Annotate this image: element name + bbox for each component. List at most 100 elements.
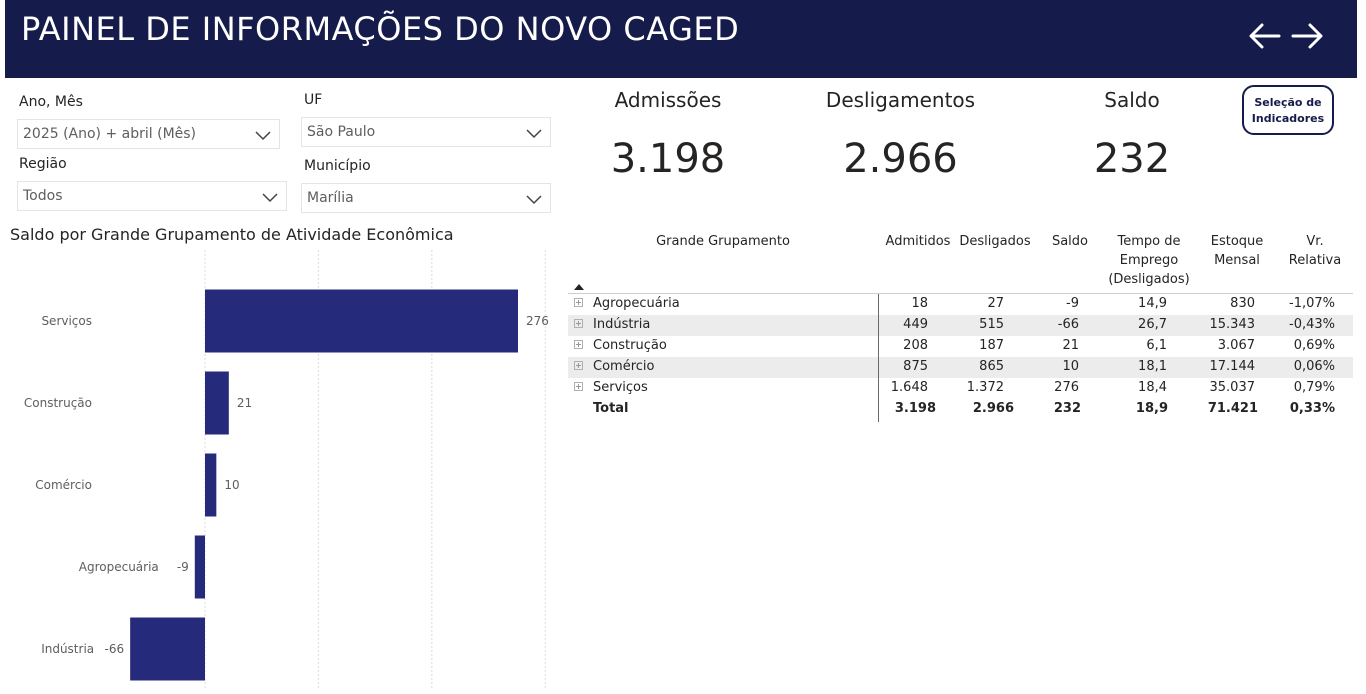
- data-label: -66: [105, 642, 125, 656]
- selecao-indicadores-button[interactable]: Seleção de Indicadores: [1242, 85, 1334, 135]
- kpi-desligamentos-value: 2.966: [843, 136, 958, 182]
- cell-saldo: -66: [1057, 317, 1079, 332]
- col-header-estoque[interactable]: Estoque Mensal: [1198, 232, 1276, 270]
- cell-vr: 0,69%: [1293, 338, 1335, 353]
- page-title: PAINEL DE INFORMAÇÕES DO NOVO CAGED: [21, 10, 740, 48]
- cell-grupamento: Serviços: [593, 380, 648, 395]
- cell-vr: -1,07%: [1289, 296, 1335, 311]
- table-divider: [878, 294, 879, 422]
- expand-icon[interactable]: [574, 361, 583, 370]
- cell-desligados: 1.372: [966, 380, 1004, 395]
- bar-agropecuária[interactable]: [194, 535, 205, 599]
- cell-tempo: 6,1: [1146, 338, 1167, 353]
- cell-saldo: 276: [1054, 380, 1079, 395]
- filter-uf-dropdown[interactable]: São Paulo: [301, 117, 551, 147]
- col-header-vr-relativa[interactable]: Vr. Relativa: [1280, 232, 1350, 270]
- chevron-down-icon: [255, 131, 271, 141]
- category-label: Comércio: [35, 478, 92, 492]
- kpi-desligamentos-label: Desligamentos: [825, 88, 976, 112]
- col-header-tempo[interactable]: Tempo de Emprego (Desligados): [1104, 232, 1194, 289]
- filter-regiao-value: Todos: [23, 188, 63, 204]
- cell-estoque: 35.037: [1209, 380, 1256, 395]
- kpi-admissoes-value: 3.198: [610, 136, 726, 182]
- cell-estoque: 71.421: [1207, 401, 1258, 416]
- cell-grupamento: Comércio: [593, 359, 655, 374]
- bar-construção[interactable]: [205, 371, 229, 435]
- col-header-tempo-line2: Emprego: [1119, 253, 1179, 268]
- cell-admitidos: 208: [903, 338, 928, 353]
- grupamento-table: Grande Grupamento Admitidos Desligados S…: [568, 228, 1353, 422]
- chart-title: Saldo por Grande Grupamento de Atividade…: [10, 225, 454, 244]
- table-row[interactable]: Indústria 449 515 -66 26,7 15.343 -0,43%: [568, 315, 1353, 336]
- cell-grupamento: Indústria: [593, 317, 651, 332]
- arrow-left-icon[interactable]: [1245, 16, 1285, 56]
- table-row[interactable]: Agropecuária 18 27 -9 14,9 830 -1,07%: [568, 294, 1353, 315]
- cell-estoque: 830: [1230, 296, 1255, 311]
- category-label: Construção: [24, 396, 92, 410]
- cell-grupamento: Total: [593, 401, 629, 416]
- cell-estoque: 15.343: [1209, 317, 1256, 332]
- col-header-grupamento[interactable]: Grande Grupamento: [656, 234, 790, 249]
- cell-admitidos: 18: [911, 296, 928, 311]
- cell-grupamento: Agropecuária: [593, 296, 680, 311]
- filter-municipio-dropdown[interactable]: Marília: [301, 183, 551, 213]
- filter-regiao-label: Região: [19, 156, 67, 172]
- data-label: 10: [224, 478, 239, 492]
- table-row[interactable]: Serviços 1.648 1.372 276 18,4 35.037 0,7…: [568, 378, 1353, 399]
- category-label: Indústria: [41, 642, 94, 656]
- selecao-button-line1: Seleção de: [1254, 96, 1322, 109]
- cell-admitidos: 875: [903, 359, 928, 374]
- expand-icon[interactable]: [574, 319, 583, 328]
- filter-ano-mes-value: 2025 (Ano) + abril (Mês): [23, 126, 197, 142]
- expand-icon[interactable]: [574, 382, 583, 391]
- chevron-down-icon: [526, 195, 542, 205]
- col-header-desligados[interactable]: Desligados: [959, 234, 1031, 249]
- col-header-saldo[interactable]: Saldo: [1051, 234, 1089, 249]
- bar-serviços[interactable]: [205, 289, 518, 353]
- chevron-down-icon: [262, 193, 278, 203]
- cell-estoque: 17.144: [1209, 359, 1256, 374]
- filter-regiao-dropdown[interactable]: Todos: [17, 181, 287, 211]
- bar-indústria[interactable]: [130, 617, 205, 681]
- cell-tempo: 14,9: [1138, 296, 1167, 311]
- category-label: Agropecuária: [79, 560, 159, 574]
- chevron-down-icon: [526, 129, 542, 139]
- cell-desligados: 187: [979, 338, 1004, 353]
- table-total-row: Total 3.198 2.966 232 18,9 71.421 0,33%: [568, 399, 1353, 420]
- sort-ascending-icon[interactable]: [574, 284, 584, 290]
- table-row[interactable]: Comércio 875 865 10 18,1 17.144 0,06%: [568, 357, 1353, 378]
- cell-saldo: 232: [1053, 401, 1081, 416]
- cell-tempo: 26,7: [1138, 317, 1167, 332]
- arrow-right-icon[interactable]: [1287, 16, 1327, 56]
- cell-tempo: 18,4: [1138, 380, 1167, 395]
- cell-admitidos: 1.648: [890, 380, 928, 395]
- cell-desligados: 865: [979, 359, 1004, 374]
- data-label: 21: [237, 396, 252, 410]
- header-bar: PAINEL DE INFORMAÇÕES DO NOVO CAGED: [5, 0, 1357, 78]
- kpi-admissoes-label: Admissões: [614, 88, 722, 112]
- cell-vr: 0,79%: [1293, 380, 1335, 395]
- bar-comércio[interactable]: [205, 453, 217, 517]
- table-body: Agropecuária 18 27 -9 14,9 830 -1,07% In…: [568, 294, 1353, 420]
- data-label: 276: [526, 314, 549, 328]
- filter-uf-label: UF: [304, 92, 323, 108]
- filter-municipio-value: Marília: [307, 190, 354, 206]
- expand-icon[interactable]: [574, 340, 583, 349]
- col-header-admitidos[interactable]: Admitidos: [885, 234, 951, 249]
- col-header-vr-line1: Vr.: [1306, 234, 1324, 249]
- cell-saldo: 10: [1062, 359, 1079, 374]
- saldo-bar-chart: Serviços 276 Construção 21 Comércio 10 Agropec…: [24, 250, 549, 690]
- cell-estoque: 3.067: [1217, 338, 1255, 353]
- cell-tempo: 18,1: [1138, 359, 1167, 374]
- cell-desligados: 27: [987, 296, 1004, 311]
- cell-saldo: -9: [1066, 296, 1079, 311]
- filter-uf-value: São Paulo: [307, 124, 376, 140]
- cell-vr: 0,06%: [1293, 359, 1335, 374]
- table-header: Grande Grupamento Admitidos Desligados S…: [568, 228, 1353, 294]
- data-label: -9: [177, 560, 189, 574]
- filter-ano-mes-dropdown[interactable]: 2025 (Ano) + abril (Mês): [17, 119, 280, 149]
- filter-municipio-label: Município: [304, 158, 371, 174]
- category-label: Serviços: [41, 314, 92, 328]
- table-row[interactable]: Construção 208 187 21 6,1 3.067 0,69%: [568, 336, 1353, 357]
- expand-icon[interactable]: [574, 298, 583, 307]
